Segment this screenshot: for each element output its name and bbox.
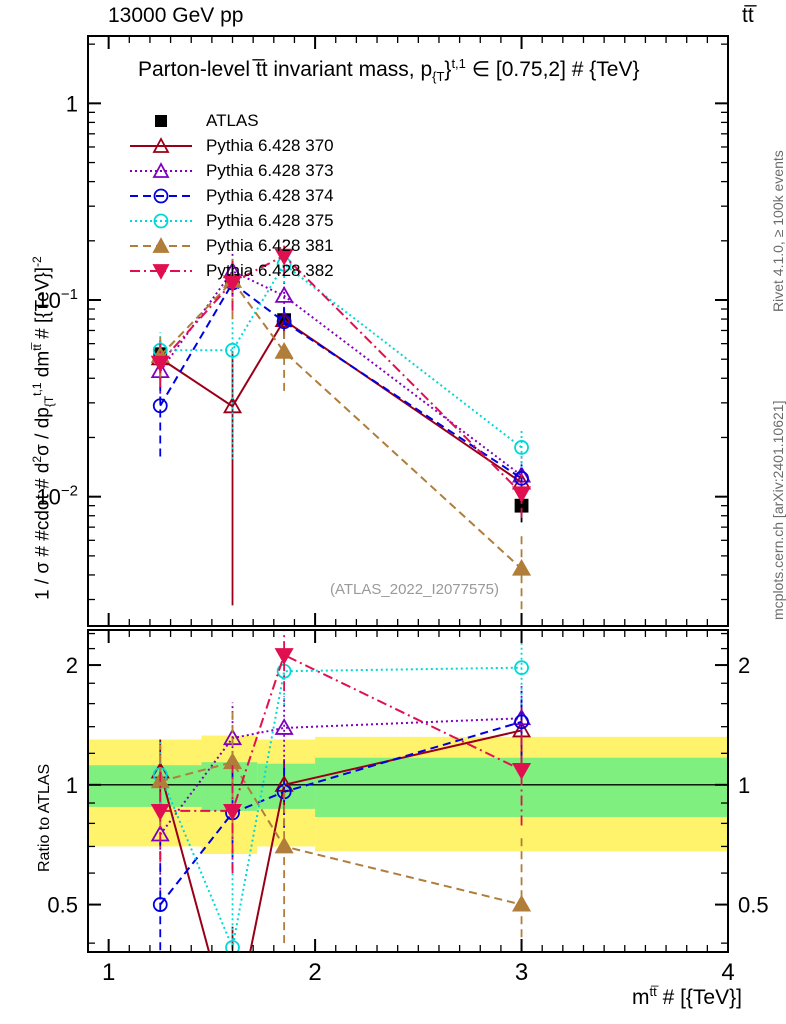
header-collision-energy: 13000 GeV pp <box>108 4 244 27</box>
legend: ATLAS Pythia 6.428 370 Pythia 6.428 373 Pyt… <box>128 108 334 283</box>
legend-label: Pythia 6.428 370 <box>206 135 334 155</box>
title-tail: ∈ [0.75,2] # {TeV} <box>471 58 640 81</box>
ratio-data-marker <box>152 897 168 912</box>
x-tick-label: 4 <box>721 959 734 986</box>
main-data-marker <box>514 440 529 455</box>
ratio-panel-frame <box>87 629 729 953</box>
ratio-inner-band <box>201 762 258 811</box>
ratio-y-tick-label: 2 <box>66 653 78 678</box>
main-y-tick-label: 10−1 <box>36 286 78 313</box>
legend-label: Pythia 6.428 373 <box>206 160 334 180</box>
ratio-data-marker <box>511 894 532 912</box>
main-series-line <box>160 262 523 449</box>
xlabel-sup: tt̅ <box>649 984 657 999</box>
ratio-data-marker <box>274 718 294 735</box>
legend-swatch-triangle-down-filled-icon <box>130 263 192 280</box>
main-series-line <box>159 254 523 495</box>
main-data-marker <box>152 398 168 414</box>
legend-item-0[interactable]: ATLAS <box>128 108 334 133</box>
ratio-y-tick-label: 1 <box>66 773 78 798</box>
x-tick-label: 3 <box>515 959 528 986</box>
ratio-data-marker <box>274 775 294 792</box>
main-data-marker <box>276 314 292 330</box>
ratio-data-marker <box>222 803 243 821</box>
main-data-marker <box>222 275 243 293</box>
legend-label: Pythia 6.428 381 <box>206 235 334 255</box>
main-data-marker <box>274 342 294 359</box>
legend-item-4[interactable]: Pythia 6.428 375 <box>128 208 334 233</box>
title-sup: t,1 <box>451 56 466 71</box>
legend-item-3[interactable]: Pythia 6.428 374 <box>128 183 334 208</box>
ratio-y-tick-label-right: 1 <box>738 773 750 798</box>
xlabel-tail: # [{TeV}] <box>656 986 742 1009</box>
legend-label: Pythia 6.428 382 <box>206 260 334 280</box>
main-data-marker <box>274 248 294 266</box>
ratio-series-line <box>160 653 522 812</box>
title-text: Parton-level t̅t invariant mass, p <box>138 58 433 81</box>
main-data-marker <box>511 486 532 504</box>
main-y-tick-label: 10−2 <box>36 482 78 509</box>
ratio-data-marker <box>511 763 532 780</box>
legend-label: Pythia 6.428 375 <box>206 210 334 230</box>
ratio-series-line <box>159 729 522 952</box>
legend-swatch-triangle-up-icon <box>130 136 192 153</box>
header-process-label: tt̅ <box>742 4 754 27</box>
legend-label: ATLAS <box>206 110 259 130</box>
legend-item-5[interactable]: Pythia 6.428 381 <box>128 233 334 258</box>
legend-swatch-square-icon <box>155 114 167 127</box>
ratio-series-line <box>160 761 522 906</box>
x-tick-label: 1 <box>102 959 115 986</box>
main-data-marker <box>225 342 240 358</box>
main-data-marker <box>274 286 294 303</box>
analysis-watermark: (ATLAS_2022_I2077575) <box>330 581 500 598</box>
legend-item-2[interactable]: Pythia 6.428 373 <box>128 158 334 183</box>
ratio-data-marker <box>514 660 529 676</box>
main-data-marker <box>514 470 529 486</box>
main-data-marker <box>511 558 532 576</box>
legend-swatch-triangle-up-icon <box>130 161 192 178</box>
ratio-data-marker <box>274 836 294 854</box>
title-sub: {T <box>432 69 445 85</box>
xlabel-base: m <box>632 986 650 1009</box>
legend-swatch-triangle-up-filled-icon <box>130 236 192 253</box>
legend-item-1[interactable]: Pythia 6.428 370 <box>128 133 334 158</box>
main-series-line <box>159 279 523 570</box>
main-data-marker <box>150 355 170 373</box>
ratio-y-tick-label: 0.5 <box>47 893 78 918</box>
ratio-data-marker <box>150 803 170 821</box>
legend-swatch-circle-icon <box>130 213 192 228</box>
ratio-data-marker <box>514 714 529 730</box>
legend-item-6[interactable]: Pythia 6.428 382 <box>128 258 334 283</box>
ratio-y-tick-label-right: 2 <box>738 653 750 678</box>
legend-label: Pythia 6.428 374 <box>206 185 334 205</box>
main-series-line <box>159 318 523 484</box>
legend-swatch-circle-icon <box>130 188 192 203</box>
x-axis-label: mtt̅ # [{TeV}] <box>632 984 742 1010</box>
ratio-data-marker <box>225 940 240 952</box>
ratio-y-tick-label-right: 0.5 <box>738 893 769 918</box>
ratio-data-marker <box>274 648 294 665</box>
ratio-inner-band <box>88 765 202 807</box>
x-tick-label: 2 <box>308 959 321 986</box>
main-series-line <box>159 281 523 480</box>
main-panel-title: Parton-level t̅t invariant mass, p{T}t,1… <box>138 56 640 85</box>
main-y-tick-label: 1 <box>66 91 78 116</box>
